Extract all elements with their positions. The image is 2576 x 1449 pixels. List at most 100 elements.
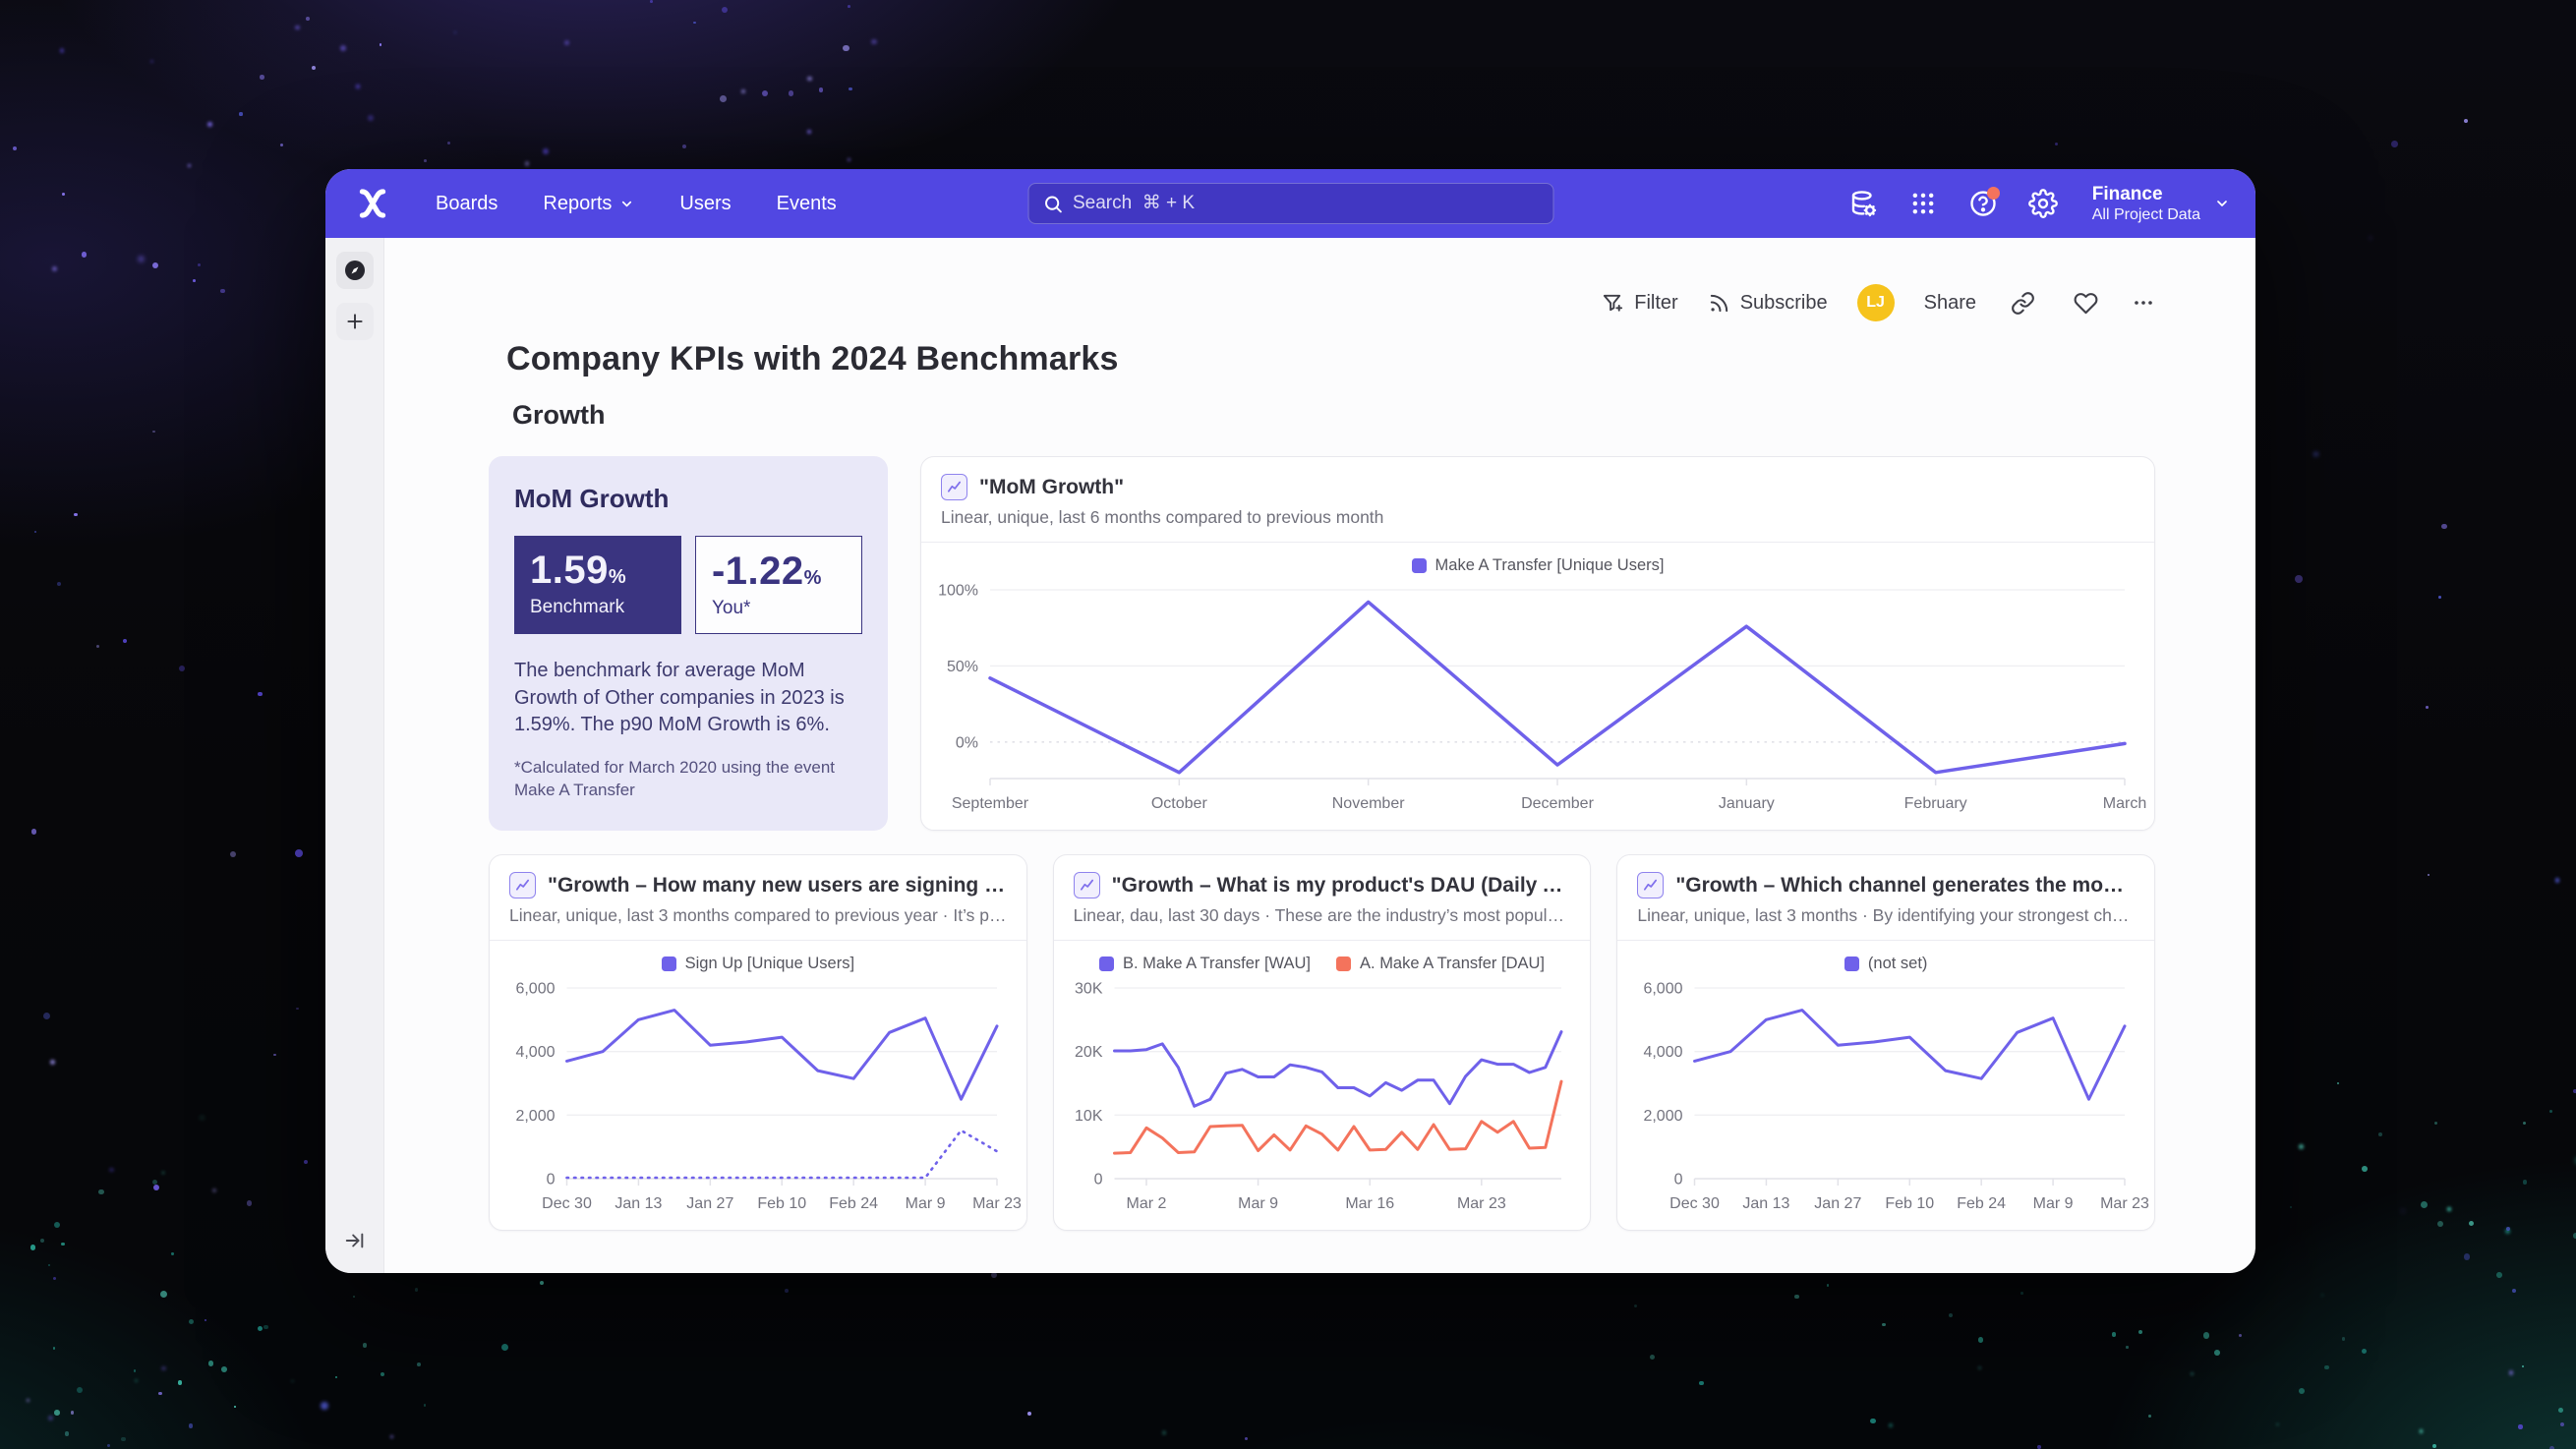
chart-legend: Sign Up [Unique Users] [490, 953, 1026, 974]
chart-card-title[interactable]: "Growth – What is my product's DAU (Dail… [1111, 873, 1571, 897]
chart-canvas: 0 2,000 4,000 6,000 Dec 30 Jan 13 Jan 27 Feb 10… [1637, 978, 2150, 1220]
subscribe-button[interactable]: Subscribe [1708, 292, 1828, 315]
legend-swatch [661, 956, 676, 971]
discover-boards-button[interactable] [335, 252, 374, 289]
legend-swatch [1336, 956, 1352, 971]
chart-card-subtitle: Linear, unique, last 3 months · By ident… [1637, 905, 2135, 925]
legend-item[interactable]: (not set) [1844, 955, 1927, 973]
project-switcher[interactable]: Finance All Project Data [2092, 183, 2230, 224]
chart-card-header: "Growth – What is my product's DAU (Dail… [1053, 855, 1591, 941]
project-scope: All Project Data [2091, 205, 2200, 223]
data-management-icon[interactable] [1846, 187, 1880, 220]
line-chart-icon [941, 474, 967, 500]
svg-text:6,000: 6,000 [1644, 981, 1683, 998]
svg-text:Mar 2: Mar 2 [1126, 1195, 1166, 1212]
svg-text:Mar 9: Mar 9 [1238, 1195, 1278, 1212]
svg-text:Feb 10: Feb 10 [757, 1195, 806, 1212]
svg-text:Dec 30: Dec 30 [1669, 1195, 1720, 1212]
apps-grid-icon[interactable] [1906, 187, 1940, 220]
chart-card-title[interactable]: "MoM Growth" [979, 475, 1125, 498]
svg-text:4,000: 4,000 [515, 1044, 555, 1061]
chart-card-header: "Growth – How many new users are signing… [490, 855, 1026, 941]
chart-card-header: "MoM Growth" Linear, unique, last 6 mont… [921, 457, 2154, 543]
chevron-down-icon [622, 201, 632, 206]
svg-text:0: 0 [1674, 1172, 1683, 1188]
filter-label: Filter [1634, 291, 1678, 314]
svg-text:December: December [1521, 795, 1594, 812]
search-input[interactable] [1073, 193, 1539, 214]
chart-card-title[interactable]: "Growth – How many new users are signing… [548, 873, 1007, 897]
chart-card-subtitle: Linear, dau, last 30 days · These are th… [1073, 905, 1571, 925]
nav-item-reports[interactable]: Reports [543, 193, 634, 215]
chart-card-signups: "Growth – How many new users are signing… [489, 854, 1027, 1231]
svg-text:6,000: 6,000 [515, 981, 555, 998]
legend-item[interactable]: Sign Up [Unique Users] [661, 954, 855, 973]
svg-text:0: 0 [547, 1172, 556, 1188]
line-chart-icon [509, 872, 536, 898]
benchmark-unit: % [608, 566, 626, 588]
svg-text:Mar 9: Mar 9 [2033, 1195, 2074, 1212]
legend-swatch [1844, 956, 1859, 971]
legend-label: A. Make A Transfer [DAU] [1360, 954, 1546, 972]
nav-item-users[interactable]: Users [679, 192, 732, 214]
legend-item[interactable]: A. Make A Transfer [DAU] [1336, 955, 1545, 973]
svg-text:100%: 100% [938, 583, 978, 600]
app-window: Boards Reports Users Events [325, 169, 2255, 1273]
chart-canvas: 0 10K 20K 30K Mar 2 Mar 9 Mar 16 Mar 23 [1074, 978, 1571, 1220]
legend-swatch [1098, 956, 1114, 971]
svg-text:0: 0 [1093, 1172, 1102, 1188]
svg-text:September: September [952, 795, 1029, 812]
benchmark-card: MoM Growth 1.59% Benchmark -1.22% You* T… [489, 456, 888, 831]
svg-text:Feb 24: Feb 24 [1958, 1195, 2007, 1212]
left-sidebar [325, 238, 384, 1273]
copy-link-button[interactable] [2006, 286, 2039, 319]
share-button[interactable]: Share [1923, 291, 1976, 314]
project-name: Finance [2091, 184, 2163, 205]
new-board-button[interactable] [335, 303, 374, 340]
svg-text:30K: 30K [1075, 981, 1103, 998]
notification-dot [1986, 187, 2000, 200]
you-value-box: -1.22% You* [694, 536, 862, 634]
more-options-button[interactable] [2132, 291, 2155, 315]
legend-label: Sign Up [Unique Users] [684, 954, 855, 972]
filter-icon [1604, 294, 1623, 312]
avatar[interactable]: LJ [1856, 284, 1895, 321]
chart-legend: Make A Transfer [Unique Users] [921, 554, 2154, 576]
favorite-button[interactable] [2069, 286, 2102, 319]
chart-card-title[interactable]: "Growth – Which channel generates the mo… [1675, 873, 2135, 897]
you-unit: % [803, 567, 822, 589]
svg-text:November: November [1332, 795, 1405, 812]
svg-text:January: January [1719, 795, 1775, 812]
svg-text:2,000: 2,000 [1644, 1108, 1683, 1125]
nav-item-events[interactable]: Events [776, 192, 837, 214]
svg-text:2,000: 2,000 [515, 1108, 555, 1125]
nav-item-boards[interactable]: Boards [436, 192, 498, 214]
svg-text:Dec 30: Dec 30 [542, 1195, 592, 1212]
line-chart-icon [1637, 872, 1665, 898]
legend-item[interactable]: B. Make A Transfer [WAU] [1098, 955, 1311, 973]
chart-canvas: 0 2,000 4,000 6,000 Dec 30 Jan 13 Jan 27 Feb 10… [509, 978, 1022, 1220]
benchmark-footnote: *Calculated for March 2020 using the eve… [514, 757, 836, 799]
benchmark-value-box: 1.59% Benchmark [514, 536, 681, 634]
legend-item[interactable]: Make A Transfer [Unique Users] [1411, 556, 1664, 575]
filter-button[interactable]: Filter [1602, 291, 1678, 315]
svg-text:0%: 0% [956, 734, 978, 751]
svg-text:50%: 50% [947, 659, 978, 675]
legend-swatch [1411, 557, 1427, 573]
svg-text:October: October [1151, 795, 1208, 812]
settings-gear-icon[interactable] [2026, 187, 2060, 220]
svg-text:March: March [2103, 795, 2146, 812]
line-chart-icon [1073, 872, 1100, 898]
search-icon [1044, 196, 1062, 212]
svg-text:Jan 13: Jan 13 [1743, 1195, 1790, 1212]
nav-item-reports-label: Reports [543, 192, 613, 214]
search-bar[interactable] [1027, 183, 1553, 224]
svg-text:10K: 10K [1075, 1108, 1103, 1125]
subscribe-label: Subscribe [1739, 291, 1828, 314]
expand-sidebar-button[interactable] [336, 1222, 374, 1259]
help-icon[interactable] [1966, 187, 2000, 220]
primary-nav: Boards Reports Users Events [436, 193, 837, 215]
chart-canvas: 0% 50% 100% September October November Decembe… [938, 580, 2146, 820]
mixpanel-logo-icon[interactable] [351, 182, 394, 225]
ellipsis-icon [2135, 301, 2152, 305]
